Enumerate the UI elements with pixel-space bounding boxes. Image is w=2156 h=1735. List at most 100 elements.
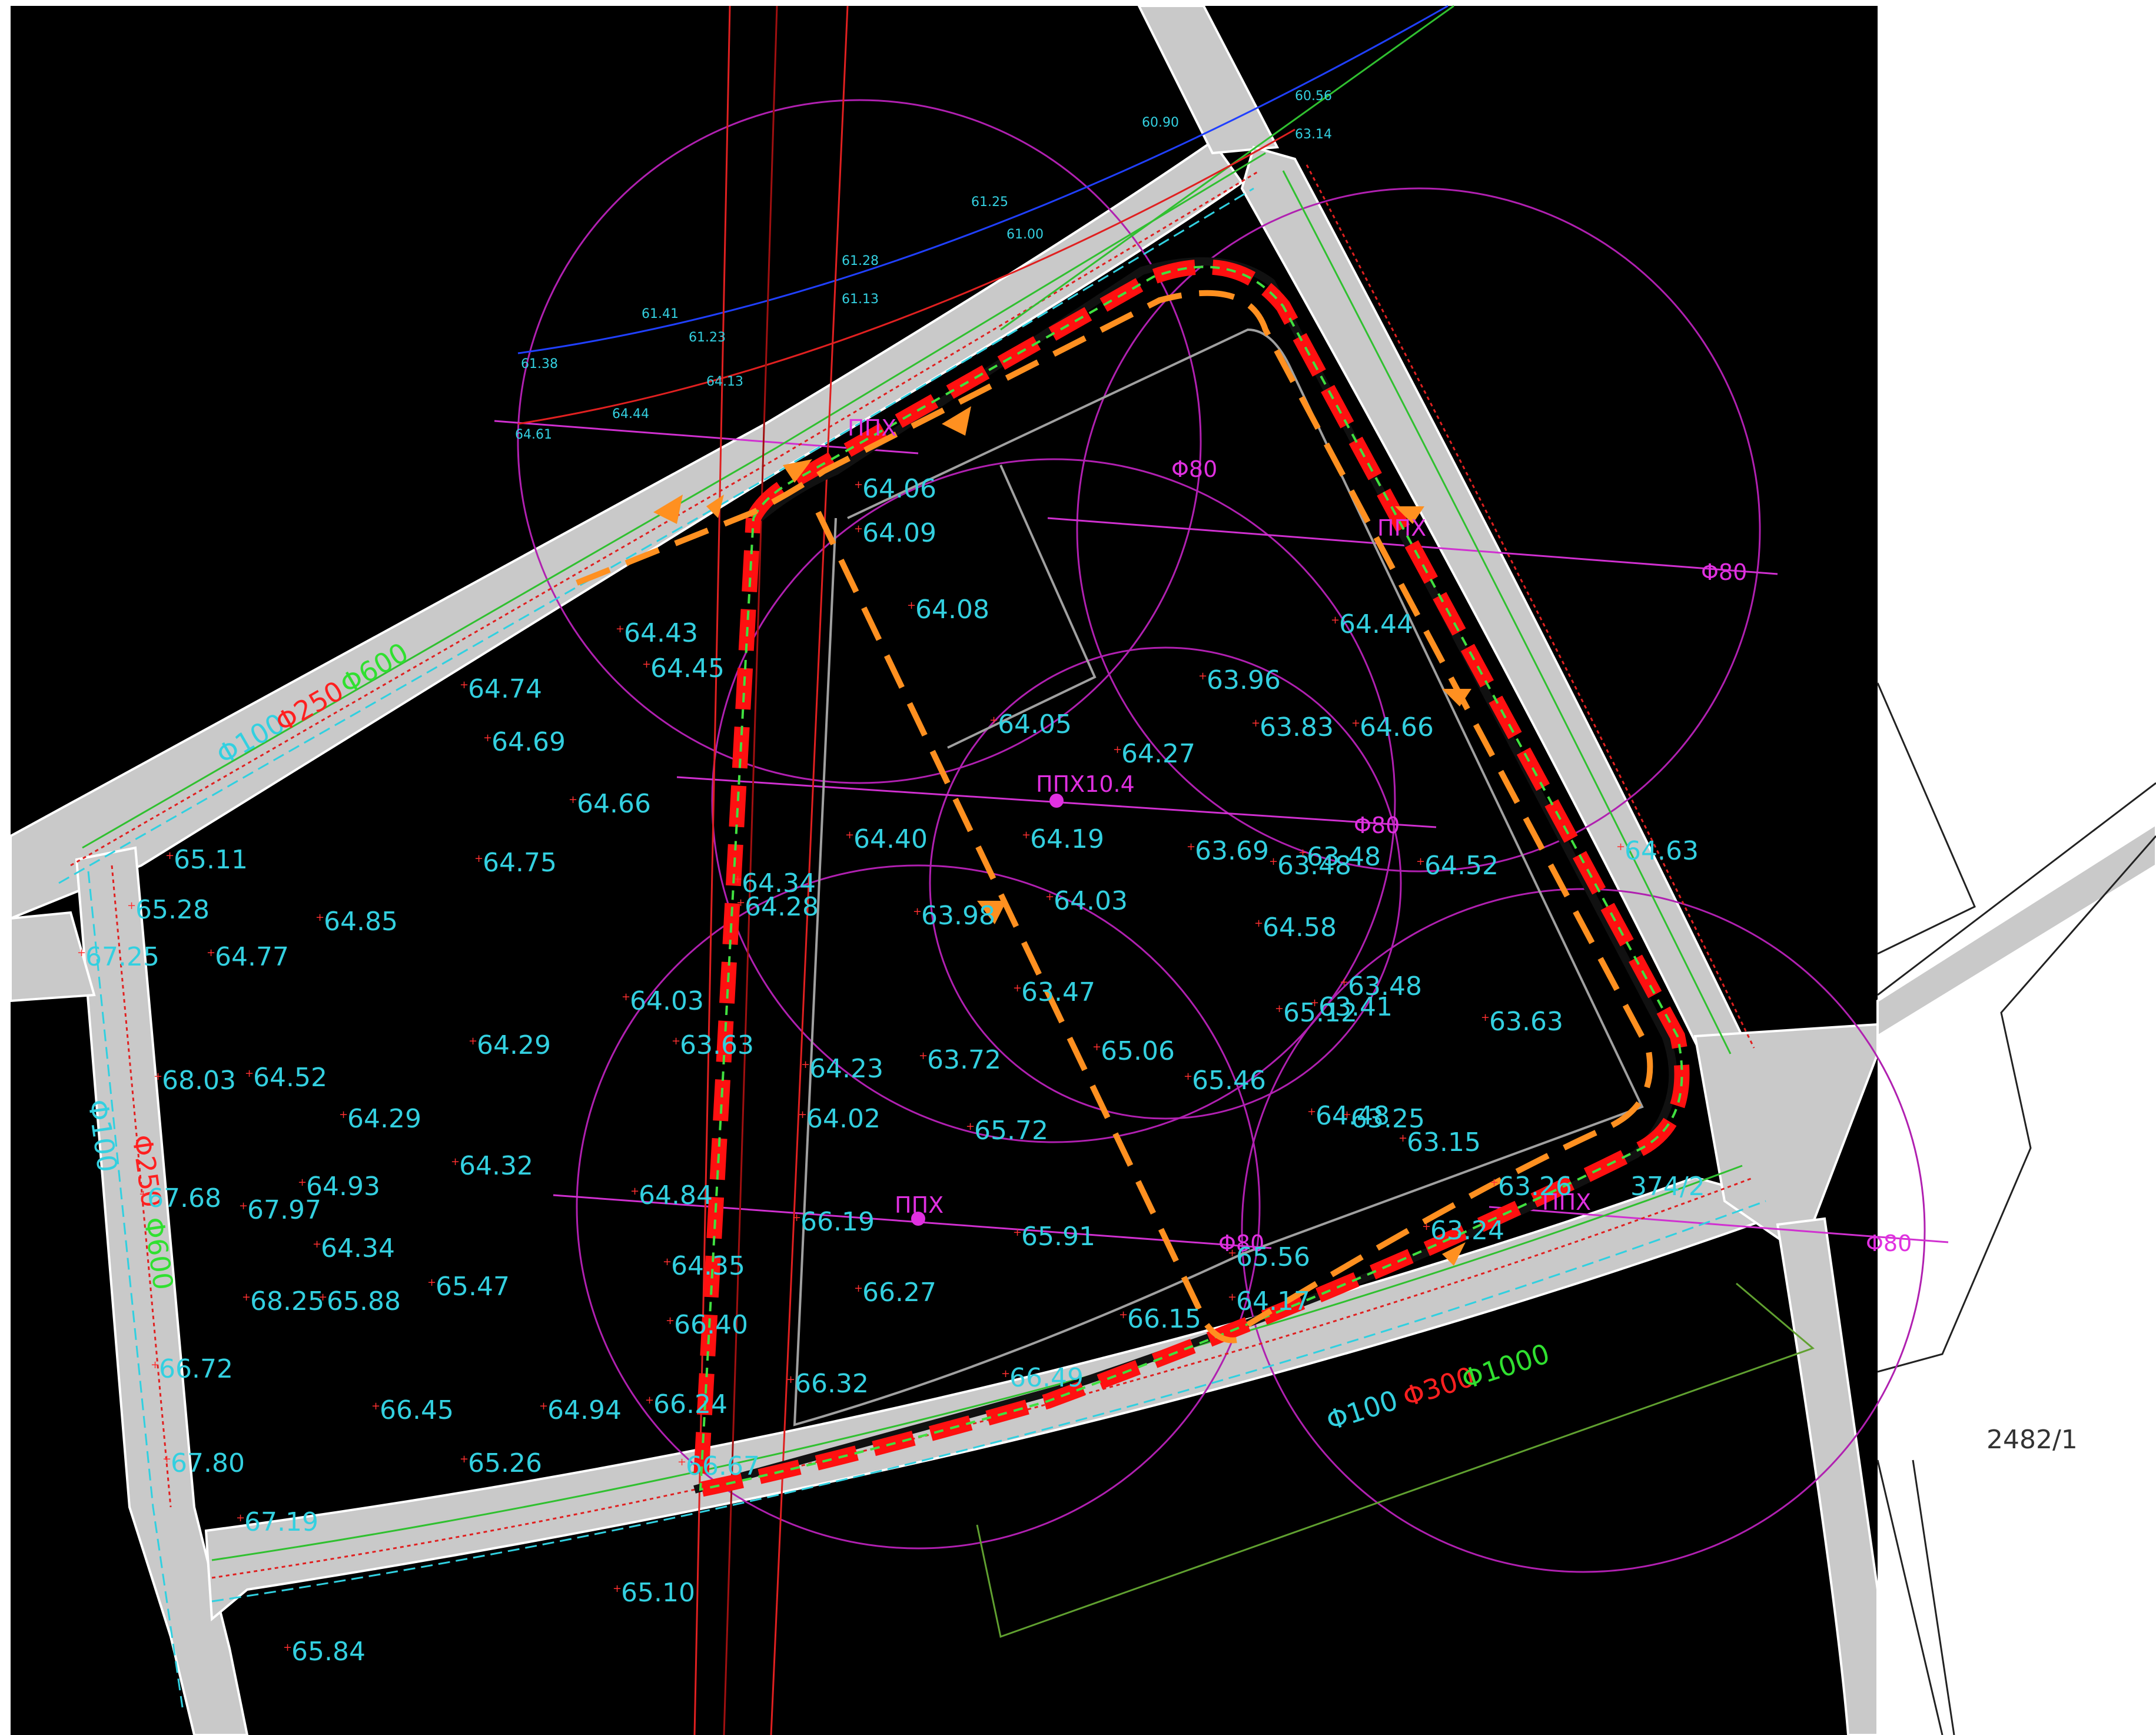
spot-marker: + — [1275, 1003, 1284, 1015]
spot-elevation-label: 64.28 — [745, 892, 819, 922]
phi80-label-1: Φ80 — [1171, 456, 1217, 482]
spot-elevation-label: 63.48 — [1307, 842, 1381, 872]
spot-marker: + — [1001, 1368, 1010, 1380]
spot-elevation-label: 63.69 — [1195, 836, 1269, 866]
spot-marker: + — [913, 905, 922, 918]
spot-elevation-label: 63.63 — [1489, 1007, 1563, 1037]
spot-elevation-label: 66.72 — [159, 1354, 233, 1384]
spot-elevation-label: 64.03 — [630, 986, 704, 1016]
spot-marker: + — [798, 1109, 807, 1121]
spot-elevation-label: 66.27 — [862, 1278, 936, 1308]
spot-marker: + — [1254, 917, 1263, 930]
spot-marker: + — [1092, 1041, 1101, 1053]
spot-marker: + — [1331, 614, 1340, 626]
elev-road-7: 61.13 — [842, 292, 879, 307]
spot-elevation-label: 63.15 — [1407, 1127, 1481, 1157]
spot-marker: + — [1343, 1109, 1351, 1121]
spot-marker: + — [1307, 1106, 1316, 1118]
spot-marker: + — [672, 1035, 680, 1047]
spot-marker: + — [1013, 982, 1022, 994]
spot-elevation-label: 64.34 — [321, 1233, 395, 1263]
spot-marker: + — [1616, 841, 1625, 853]
spot-marker: + — [236, 1512, 245, 1524]
spot-elevation-label: 63.48 — [1348, 971, 1422, 1001]
spot-elevation-label: 63.63 — [680, 1030, 754, 1060]
spot-marker: + — [666, 1315, 675, 1327]
spot-marker: + — [451, 1156, 460, 1168]
spot-elevation-label: 64.35 — [671, 1251, 745, 1281]
hydrant-label-4: ППХ — [895, 1192, 944, 1218]
spot-marker: + — [427, 1276, 436, 1289]
spot-marker: + — [616, 623, 624, 635]
spot-marker: + — [283, 1641, 292, 1654]
spot-elevation-label: 65.56 — [1236, 1242, 1310, 1272]
spot-elevation-label: 64.17 — [1236, 1286, 1310, 1316]
spot-elevation-label: 65.72 — [974, 1116, 1048, 1146]
spot-marker: + — [1013, 1226, 1022, 1239]
spot-marker: + — [474, 852, 483, 865]
spot-elevation-label: 66.15 — [1127, 1304, 1201, 1334]
elev-road-3: 63.14 — [1295, 127, 1332, 142]
spot-marker: + — [1184, 1070, 1192, 1083]
cad-black-area — [11, 6, 1878, 1735]
spot-marker: + — [1119, 1309, 1128, 1321]
spot-elevation-label: 63.96 — [1207, 665, 1281, 695]
spot-elevation-label: 64.45 — [650, 653, 725, 684]
elev-road-5: 61.00 — [1006, 227, 1044, 242]
spot-marker: + — [854, 523, 863, 535]
spot-marker: + — [1228, 1291, 1237, 1303]
spot-elevation-label: 66.40 — [674, 1310, 748, 1340]
spot-marker: + — [242, 1291, 251, 1303]
spot-elevation-label: 65.88 — [327, 1286, 401, 1316]
spot-marker: + — [127, 900, 136, 912]
spot-elevation-label: 67.80 — [171, 1448, 245, 1478]
spot-marker: + — [1422, 1220, 1431, 1233]
spot-marker: + — [154, 1070, 162, 1083]
spot-elevation-label: 64.66 — [577, 789, 651, 819]
spot-marker: + — [1351, 717, 1360, 729]
spot-marker: + — [966, 1120, 975, 1133]
spot-elevation-label: 66.67 — [686, 1451, 760, 1481]
spot-marker: + — [854, 479, 863, 491]
phi80-label-2: Φ80 — [1701, 559, 1747, 585]
spot-marker: + — [315, 911, 324, 924]
spot-marker: + — [313, 1238, 321, 1250]
spot-marker: + — [642, 658, 651, 671]
spot-marker: + — [1269, 855, 1278, 868]
spot-elevation-label: 65.26 — [468, 1448, 542, 1478]
spot-marker: + — [645, 1394, 654, 1406]
spot-elevation-label: 64.05 — [998, 709, 1072, 739]
spot-elevation-label: 63.26 — [1498, 1172, 1572, 1202]
spot-marker: + — [663, 1256, 672, 1268]
spot-marker: + — [989, 714, 998, 726]
spot-marker: + — [469, 1035, 477, 1047]
spot-elevation-label: 63.47 — [1021, 977, 1095, 1007]
spot-marker: + — [919, 1050, 928, 1062]
spot-elevation-label: 64.63 — [1625, 836, 1699, 866]
spot-marker: + — [1198, 670, 1207, 682]
spot-elevation-label: 64.75 — [483, 848, 557, 878]
spot-marker: + — [207, 947, 215, 959]
spot-marker: + — [1416, 855, 1425, 868]
spot-elevation-label: 64.29 — [347, 1104, 421, 1134]
spot-elevation-label: 68.25 — [250, 1286, 324, 1316]
hydrant-label-2: ППХ — [1377, 515, 1426, 541]
spot-marker: + — [1298, 847, 1307, 859]
spot-marker: + — [733, 873, 742, 885]
spot-elevation-label: 67.68 — [147, 1183, 221, 1213]
elev-road-2: 60.90 — [1142, 115, 1179, 130]
hydrant-label-1: ППХ — [848, 415, 896, 441]
elev-road-6: 61.28 — [842, 254, 879, 268]
spot-elevation-label: 64.08 — [915, 595, 989, 625]
spot-elevation-label: 65.84 — [291, 1637, 366, 1667]
spot-elevation-label: 66.49 — [1009, 1363, 1084, 1393]
spot-marker: + — [569, 794, 577, 806]
elev-road-1: 60.56 — [1295, 89, 1332, 104]
spot-marker: + — [792, 1212, 801, 1224]
elev-road-13: 64.61 — [515, 427, 552, 442]
phi80-label-3: Φ80 — [1354, 812, 1400, 838]
spot-marker: + — [801, 1059, 810, 1071]
spot-elevation-label: 65.28 — [135, 895, 210, 925]
spot-elevation-label: 64.06 — [862, 474, 936, 504]
